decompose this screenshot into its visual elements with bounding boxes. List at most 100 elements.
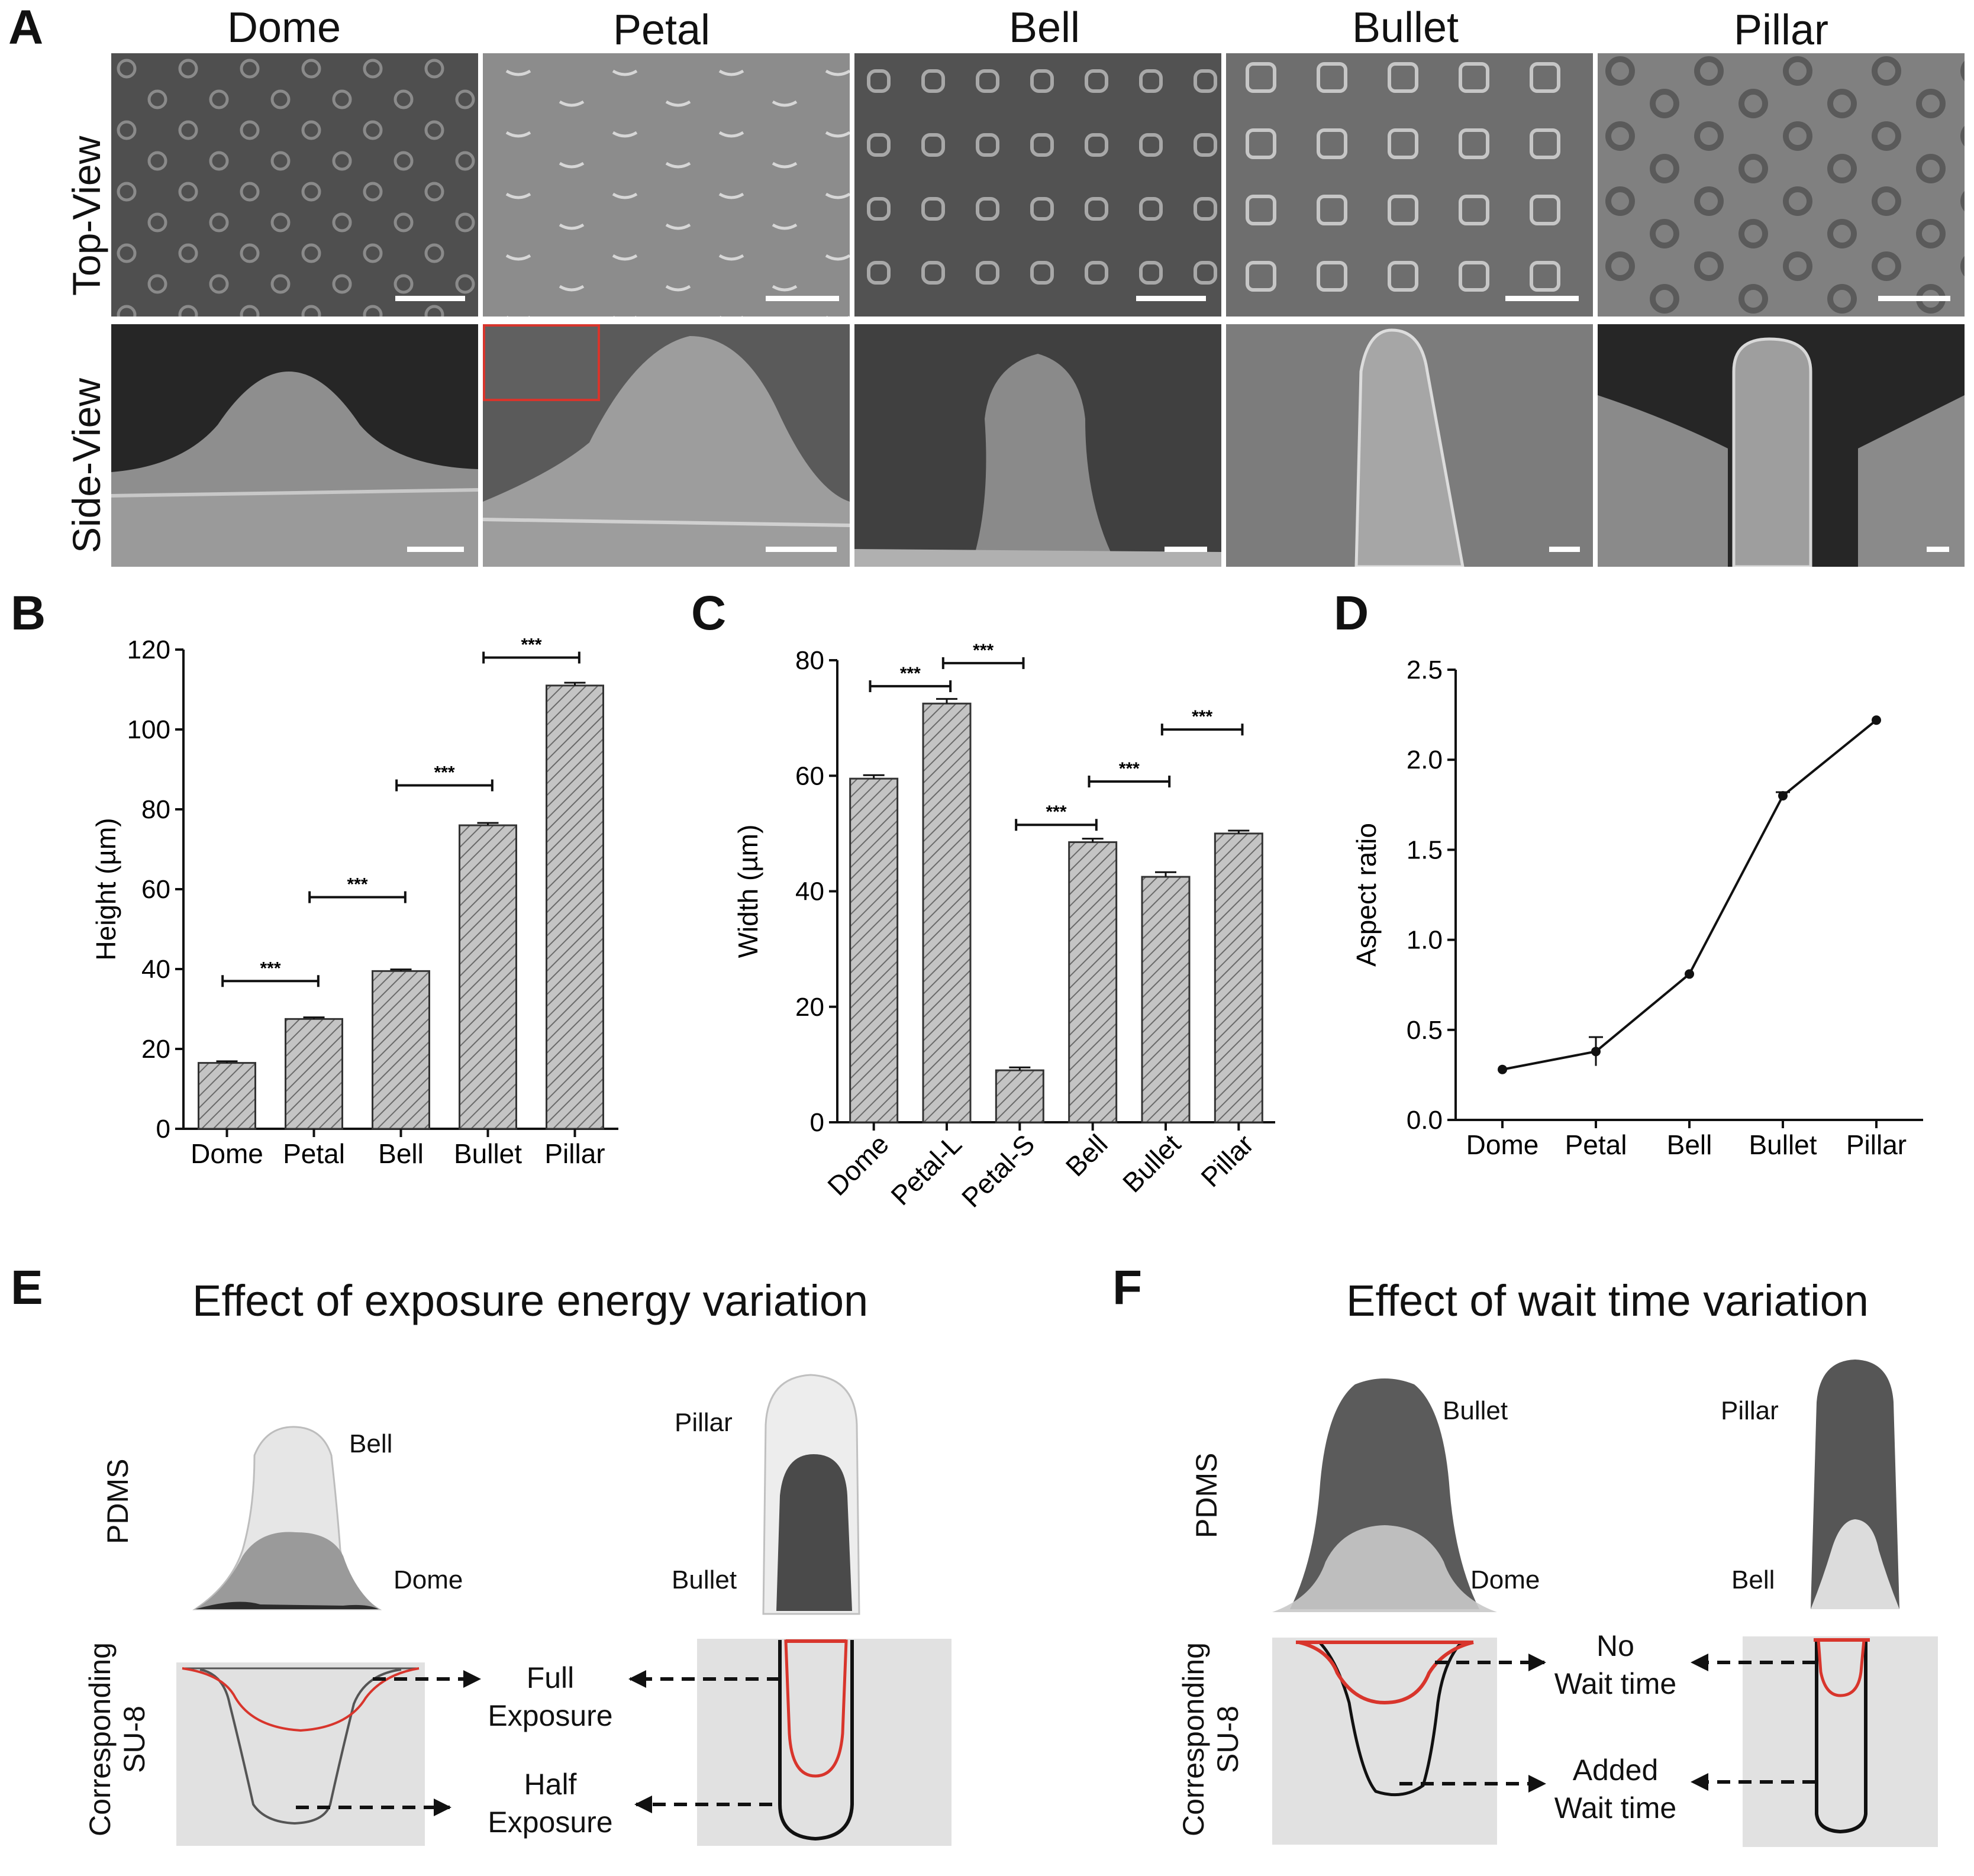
y-tick-label: 20 — [141, 1035, 170, 1064]
panel-label-c: C — [691, 586, 727, 640]
panel-e-title: Effect of exposure energy variation — [192, 1276, 869, 1325]
x-tick-label: Dome — [1466, 1129, 1539, 1160]
bullet-profile — [1354, 328, 1465, 567]
bell-array — [854, 53, 1221, 317]
y-tick-label: 40 — [141, 955, 170, 984]
bell-profile — [854, 354, 1221, 567]
y-tick-label: 40 — [795, 877, 824, 906]
row-label-side-view: Side-View — [64, 378, 108, 553]
sem-top-dome — [111, 53, 478, 317]
scale-bar — [766, 296, 839, 301]
bar — [1068, 841, 1118, 1123]
y-tick-label: 60 — [795, 761, 824, 790]
scale-bar — [407, 547, 464, 552]
x-tick-label: Petal-S — [956, 1128, 1040, 1213]
panel-label-f: F — [1112, 1261, 1143, 1315]
significance-label: *** — [1119, 759, 1140, 779]
y-tick-label: 0.0 — [1407, 1106, 1443, 1135]
column-title-dome: Dome — [227, 4, 341, 51]
no-wait-label: No Wait time — [1544, 1627, 1686, 1703]
y-tick-label: 120 — [127, 635, 170, 664]
sem-side-bell — [854, 324, 1221, 567]
x-tick-label: Bullet — [1117, 1128, 1186, 1198]
row-label-top-view: Top-View — [64, 135, 108, 296]
x-tick-label: Dome — [191, 1138, 263, 1169]
significance-label: *** — [973, 641, 994, 660]
significance-label: *** — [1192, 707, 1212, 726]
full-exposure-label: Full Exposure — [479, 1659, 621, 1735]
sem-top-bullet — [1226, 53, 1593, 317]
column-title-pillar: Pillar — [1733, 7, 1829, 54]
x-tick-label: Bell — [378, 1138, 424, 1169]
sem-side-dome — [111, 324, 478, 567]
bullet-array — [1226, 53, 1593, 317]
scale-bar — [1927, 547, 1949, 552]
added-wait-line-2: Wait time — [1554, 1791, 1677, 1825]
bar — [285, 1018, 343, 1130]
data-point — [1685, 969, 1694, 979]
column-title-petal: Petal — [612, 7, 711, 54]
panel-f-title: Effect of wait time variation — [1346, 1276, 1869, 1325]
half-exposure-label: Half Exposure — [479, 1765, 621, 1841]
panel-label-b: B — [11, 586, 46, 640]
x-tick-label: Bell — [1060, 1128, 1114, 1182]
y-tick-label: 2.0 — [1407, 745, 1443, 774]
no-wait-line-2: Wait time — [1554, 1667, 1677, 1700]
x-tick-label: Pillar — [1846, 1129, 1907, 1160]
dot-array — [111, 53, 478, 317]
added-wait-line-1: Added — [1572, 1754, 1659, 1787]
data-point — [1591, 1047, 1601, 1057]
column-title-bullet: Bullet — [1352, 4, 1459, 51]
dome-profile — [111, 372, 478, 567]
bar — [1141, 876, 1191, 1123]
full-exposure-line-2: Exposure — [488, 1699, 613, 1732]
y-tick-label: 1.0 — [1407, 926, 1443, 955]
panel-label-d: D — [1334, 586, 1369, 640]
label-dome: Dome — [393, 1565, 463, 1594]
inset-image — [483, 324, 600, 401]
scale-bar — [1549, 547, 1580, 552]
sem-side-bullet — [1226, 324, 1593, 567]
data-point — [1498, 1064, 1507, 1074]
significance-label: *** — [521, 635, 541, 655]
bar — [849, 777, 899, 1123]
bar — [459, 824, 517, 1130]
sem-side-pillar — [1598, 324, 1965, 567]
x-tick-label: Petal — [283, 1138, 345, 1169]
y-tick-label: 0.5 — [1407, 1016, 1443, 1045]
y-axis-label: Width (µm) — [733, 825, 763, 958]
column-title-bell: Bell — [1008, 4, 1080, 51]
scale-bar — [1505, 296, 1579, 301]
bar — [1214, 832, 1263, 1123]
y-tick-label: 1.5 — [1407, 835, 1443, 864]
data-point — [1872, 715, 1881, 725]
sem-top-pillar — [1598, 53, 1965, 317]
y-axis-label: Height (µm) — [91, 818, 121, 960]
added-wait-label: Added Wait time — [1544, 1751, 1686, 1827]
pdms-bullet-dome-render — [1272, 1378, 1497, 1612]
panel-label-a: A — [8, 1, 44, 54]
wait-arrows — [1399, 1654, 1815, 1793]
label-dome-f: Dome — [1470, 1565, 1540, 1594]
su8-exposure-diagram-dome — [176, 1662, 425, 1846]
y-axis-label: Aspect ratio — [1351, 823, 1382, 967]
pdms-pillar-bullet-render — [762, 1374, 860, 1615]
bar — [198, 1062, 256, 1130]
y-tick-label: 100 — [127, 715, 170, 744]
x-tick-label: Petal-L — [885, 1128, 967, 1211]
scale-bar — [1165, 547, 1207, 552]
y-tick-label: 80 — [795, 646, 824, 675]
bar — [995, 1069, 1044, 1123]
pillar-profile — [1598, 337, 1965, 567]
chart-b-height: 0 20 40 60 80 100 120 Height (µm) Dome Petal Bell B… — [91, 635, 618, 1169]
pillar-array — [1598, 53, 1965, 317]
su8-wait-diagram-dome — [1272, 1638, 1497, 1845]
su8-wait-diagram-pillar — [1743, 1636, 1938, 1847]
label-bell-f: Bell — [1731, 1565, 1775, 1594]
y-tick-label: 60 — [141, 875, 170, 904]
half-exposure-line-2: Exposure — [488, 1806, 613, 1839]
label-pillar: Pillar — [675, 1408, 733, 1437]
x-tick-label: Bullet — [1749, 1129, 1817, 1160]
y-tick-label: 0 — [810, 1108, 824, 1137]
label-bullet: Bullet — [672, 1565, 737, 1594]
